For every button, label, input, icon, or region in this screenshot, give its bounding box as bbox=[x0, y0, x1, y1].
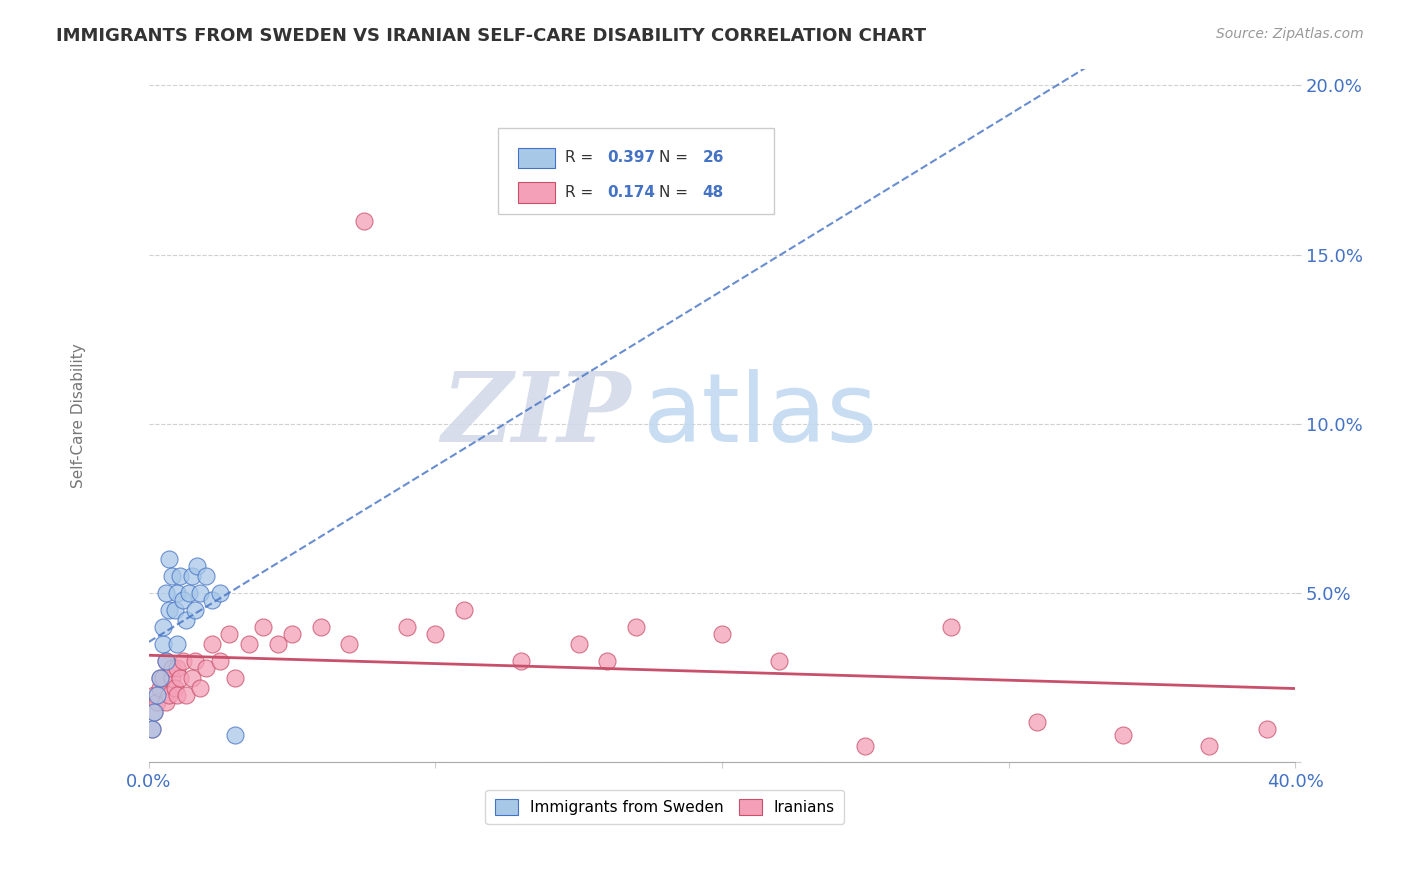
Point bbox=[172, 654, 194, 668]
Point bbox=[218, 627, 240, 641]
Point bbox=[141, 722, 163, 736]
Point bbox=[224, 728, 246, 742]
Point bbox=[624, 620, 647, 634]
Point bbox=[141, 722, 163, 736]
Point bbox=[177, 586, 200, 600]
Point bbox=[252, 620, 274, 634]
Point bbox=[160, 569, 183, 583]
Point bbox=[163, 681, 186, 695]
Point bbox=[183, 603, 205, 617]
Point bbox=[160, 671, 183, 685]
Point bbox=[157, 603, 180, 617]
Point bbox=[596, 654, 619, 668]
Point bbox=[152, 671, 174, 685]
Text: IMMIGRANTS FROM SWEDEN VS IRANIAN SELF-CARE DISABILITY CORRELATION CHART: IMMIGRANTS FROM SWEDEN VS IRANIAN SELF-C… bbox=[56, 27, 927, 45]
Point bbox=[155, 654, 177, 668]
Point bbox=[309, 620, 332, 634]
Point bbox=[155, 694, 177, 708]
Text: ZIP: ZIP bbox=[440, 368, 630, 462]
Point bbox=[183, 654, 205, 668]
Point bbox=[453, 603, 475, 617]
Point bbox=[163, 603, 186, 617]
Point bbox=[339, 637, 361, 651]
Point bbox=[281, 627, 304, 641]
Point bbox=[169, 569, 191, 583]
Text: 0.397: 0.397 bbox=[607, 150, 655, 165]
Point bbox=[149, 671, 172, 685]
Point bbox=[768, 654, 790, 668]
Point bbox=[155, 654, 177, 668]
Point bbox=[155, 586, 177, 600]
Point bbox=[353, 214, 375, 228]
Point bbox=[149, 671, 172, 685]
Text: N =: N = bbox=[659, 185, 693, 200]
Point bbox=[1112, 728, 1135, 742]
Point bbox=[157, 688, 180, 702]
Point bbox=[195, 569, 218, 583]
Point bbox=[180, 569, 202, 583]
Point bbox=[180, 671, 202, 685]
Point bbox=[188, 586, 211, 600]
Point bbox=[169, 671, 191, 685]
Point bbox=[172, 593, 194, 607]
Point bbox=[224, 671, 246, 685]
Point bbox=[510, 654, 533, 668]
Point bbox=[711, 627, 734, 641]
Text: R =: R = bbox=[565, 150, 598, 165]
Point bbox=[186, 559, 208, 574]
Point bbox=[188, 681, 211, 695]
Point bbox=[143, 705, 166, 719]
Point bbox=[209, 654, 232, 668]
Point bbox=[166, 637, 188, 651]
Point bbox=[152, 620, 174, 634]
Text: Source: ZipAtlas.com: Source: ZipAtlas.com bbox=[1216, 27, 1364, 41]
Point bbox=[166, 660, 188, 674]
Point bbox=[395, 620, 418, 634]
Point bbox=[1026, 714, 1049, 729]
Point bbox=[855, 739, 877, 753]
Point bbox=[209, 586, 232, 600]
Point bbox=[174, 613, 197, 627]
Point bbox=[1256, 722, 1278, 736]
FancyBboxPatch shape bbox=[517, 148, 555, 169]
Point bbox=[146, 688, 169, 702]
Point bbox=[146, 694, 169, 708]
FancyBboxPatch shape bbox=[499, 128, 773, 214]
Text: R =: R = bbox=[565, 185, 598, 200]
Text: 48: 48 bbox=[703, 185, 724, 200]
Point bbox=[143, 688, 166, 702]
Point bbox=[166, 688, 188, 702]
Text: N =: N = bbox=[659, 150, 693, 165]
Point bbox=[166, 586, 188, 600]
Point bbox=[143, 705, 166, 719]
Text: 0.174: 0.174 bbox=[607, 185, 655, 200]
Point bbox=[568, 637, 591, 651]
Legend: Immigrants from Sweden, Iranians: Immigrants from Sweden, Iranians bbox=[485, 790, 844, 824]
Point bbox=[425, 627, 447, 641]
Point bbox=[174, 688, 197, 702]
Y-axis label: Self-Care Disability: Self-Care Disability bbox=[72, 343, 86, 488]
Point bbox=[157, 552, 180, 566]
Point bbox=[195, 660, 218, 674]
Point bbox=[152, 637, 174, 651]
FancyBboxPatch shape bbox=[517, 182, 555, 203]
Point bbox=[941, 620, 963, 634]
Point bbox=[160, 660, 183, 674]
Text: atlas: atlas bbox=[641, 369, 877, 462]
Point bbox=[201, 593, 224, 607]
Point bbox=[149, 681, 172, 695]
Point bbox=[267, 637, 290, 651]
Point bbox=[238, 637, 260, 651]
Text: 26: 26 bbox=[703, 150, 724, 165]
Point bbox=[1198, 739, 1220, 753]
Point bbox=[201, 637, 224, 651]
